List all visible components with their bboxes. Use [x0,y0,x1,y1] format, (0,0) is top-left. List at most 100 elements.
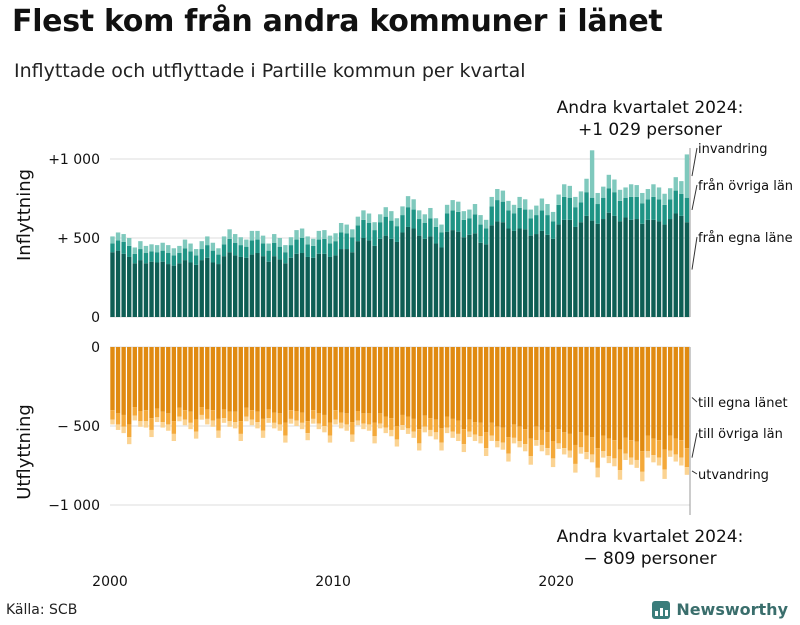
bar-segment [640,451,645,472]
bar-segment [143,347,149,411]
bar-segment [389,429,394,437]
bar-segment [110,252,115,317]
bar-segment [662,204,667,225]
bar-segment [495,189,500,201]
bar-segment [417,235,422,317]
bar-segment [506,228,511,317]
bar-segment [517,207,522,229]
bar-segment [127,238,132,246]
bar-segment [377,238,383,317]
bar-segment [450,210,455,231]
bar-segment [210,242,216,251]
bar-segment [344,249,349,317]
bar-segment [344,347,349,414]
bar-segment [483,228,489,245]
bar-segment [411,431,416,438]
bar-segment [232,234,238,243]
bar-segment [444,231,450,317]
bar-segment [679,347,684,441]
bar-segment [110,236,115,244]
bar-segment [483,347,489,433]
bar-segment [461,444,467,453]
bar-segment [154,245,160,253]
bar-segment [517,228,522,317]
bar-segment [439,224,444,233]
bar-segment [377,413,383,424]
bar-segment [606,347,612,439]
bar-segment [372,230,377,246]
bar-segment [166,253,171,265]
bar-segment [255,347,260,412]
bar-segment [545,448,550,456]
bar-segment [428,218,433,237]
bar-segment [138,260,143,317]
series-label-leader [691,432,698,458]
bar-segment [617,200,623,222]
bar-segment [277,246,282,260]
bar-segment [483,219,489,229]
bar-segment [478,347,483,423]
bar-segment [188,411,193,423]
bar-segment [417,210,422,220]
bar-segment [171,265,177,317]
bar-segment [188,251,193,263]
source-note: Källa: SCB [6,602,78,618]
bar-segment [255,239,260,254]
bar-segment [283,252,288,264]
bar-segment [500,201,506,223]
bar-segment [149,261,154,317]
bar-segment [171,421,177,434]
bar-segment [216,347,221,419]
bar-segment [372,245,377,317]
bar-segment [143,421,149,428]
bar-segment [662,469,667,479]
bar-segment [651,184,656,197]
bar-segment [623,197,628,218]
bar-segment [394,241,400,317]
bar-segment [450,431,455,438]
bar-segment [467,347,472,420]
bar-segment [472,233,478,317]
bar-segment [433,419,439,433]
bar-segment [522,229,528,317]
bar-segment [266,418,271,423]
bar-segment [154,408,160,418]
bar-segment [679,181,684,194]
bar-segment [199,260,204,317]
bar-segment [584,178,589,193]
bar-segment [166,245,171,254]
bar-segment [115,347,121,414]
bar-segment [634,441,639,460]
bar-segment [177,253,182,264]
bar-segment [634,185,639,197]
bar-segment [573,196,578,208]
bar-segment [651,196,656,220]
bar-segment [522,209,528,230]
bar-segment [539,210,545,231]
bar-segment [539,429,545,445]
bar-segment [673,177,678,191]
bar-segment [350,422,355,435]
bar-segment [272,412,277,423]
bar-segment [171,248,177,256]
bar-segment [138,410,143,422]
bar-segment [171,347,177,422]
bar-segment [478,215,483,225]
bar-segment [606,212,612,317]
bar-segment [344,413,349,425]
bar-segment [316,413,322,424]
bar-segment [121,253,126,317]
bar-segment [684,448,690,468]
bar-segment [160,250,165,262]
bar-segment [333,233,338,242]
bar-segment [344,233,349,250]
bar-segment [188,243,193,252]
series-label-leader [691,147,698,177]
bar-segment [645,451,651,458]
brand[interactable]: Newsworthy [652,600,788,619]
bar-segment [238,433,243,442]
bar-segment [205,236,210,246]
bar-segment [405,226,411,317]
bar-segment [617,221,623,317]
bar-segment [283,263,288,317]
